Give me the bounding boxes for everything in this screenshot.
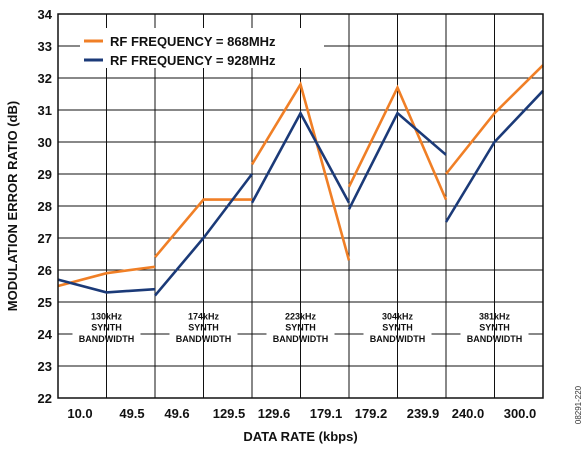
x-tick-label: 300.0: [504, 406, 537, 421]
y-tick-label: 26: [38, 263, 52, 278]
legend-label-928mhz: RF FREQUENCY = 928MHz: [110, 53, 276, 68]
y-tick-label: 34: [38, 7, 53, 22]
group-label-bandwidth: BANDWIDTH: [79, 334, 135, 344]
x-tick-label: 129.5: [213, 406, 246, 421]
y-tick-label: 32: [38, 71, 52, 86]
y-tick-label: 33: [38, 39, 52, 54]
x-axis-ticks: 10.0 49.5 49.6 129.5 129.6 179.1 179.2 239.9 240…: [67, 406, 536, 421]
series-line-928mhz: [347, 111, 447, 210]
y-tick-label: 27: [38, 231, 52, 246]
y-axis-title: MODULATION ERROR RATIO (dB): [5, 101, 20, 311]
group-label-bandwidth-value: 130kHz: [91, 311, 123, 321]
x-tick-label: 49.5: [119, 406, 144, 421]
group-label-synth: SYNTH: [188, 323, 219, 333]
chart-series: [57, 64, 544, 297]
group-label-bandwidth: BANDWIDTH: [176, 334, 232, 344]
series-line-928mhz: [444, 89, 544, 223]
figure-id: 08291-220: [574, 385, 583, 424]
plot-frame: [57, 13, 544, 399]
series-line-868mhz: [444, 64, 544, 175]
x-tick-label: 49.6: [164, 406, 189, 421]
series-line-928mhz: [57, 278, 156, 294]
legend: RF FREQUENCY = 868MHz RF FREQUENCY = 928M…: [80, 28, 324, 68]
x-tick-label: 240.0: [452, 406, 485, 421]
y-axis-ticks: 22 23 24 25 26 27 28 29 30 31 32 33 34: [38, 7, 53, 406]
group-label-synth: SYNTH: [479, 323, 510, 333]
group-label-bandwidth-value: 304kHz: [382, 311, 414, 321]
group-label-synth: SYNTH: [382, 323, 413, 333]
y-tick-label: 25: [38, 295, 52, 310]
series-line-868mhz: [250, 81, 351, 261]
group-label-bandwidth: BANDWIDTH: [370, 334, 426, 344]
y-tick-label: 29: [38, 167, 52, 182]
group-label-bandwidth-value: 223kHz: [285, 311, 317, 321]
group-label-synth: SYNTH: [91, 323, 122, 333]
group-label-bandwidth: BANDWIDTH: [467, 334, 523, 344]
y-tick-label: 23: [38, 359, 52, 374]
series-line-928mhz: [250, 110, 351, 204]
x-axis-title: DATA RATE (kbps): [243, 429, 357, 444]
y-tick-label: 31: [38, 103, 52, 118]
legend-background: [80, 28, 324, 68]
group-label-bandwidth-value: 381kHz: [479, 311, 511, 321]
x-tick-label: 239.9: [407, 406, 440, 421]
group-labels: 130kHzSYNTHBANDWIDTH174kHzSYNTHBANDWIDTH…: [79, 311, 523, 343]
x-tick-label: 10.0: [67, 406, 92, 421]
group-label-bandwidth: BANDWIDTH: [273, 334, 329, 344]
group-label-bandwidth-value: 174kHz: [188, 311, 220, 321]
y-tick-label: 28: [38, 199, 52, 214]
x-tick-label: 179.2: [355, 406, 388, 421]
series-line-868mhz: [57, 265, 156, 288]
series-line-868mhz: [154, 198, 252, 259]
group-label-synth: SYNTH: [285, 323, 316, 333]
chart-grid: [58, 14, 543, 398]
x-tick-label: 179.1: [310, 406, 343, 421]
series-line-928mhz: [154, 173, 254, 297]
legend-label-868mhz: RF FREQUENCY = 868MHz: [110, 34, 276, 49]
x-tick-label: 129.6: [258, 406, 291, 421]
y-tick-label: 30: [38, 135, 52, 150]
y-tick-label: 22: [38, 391, 52, 406]
y-tick-label: 24: [38, 327, 53, 342]
series-line-868mhz: [347, 84, 448, 201]
